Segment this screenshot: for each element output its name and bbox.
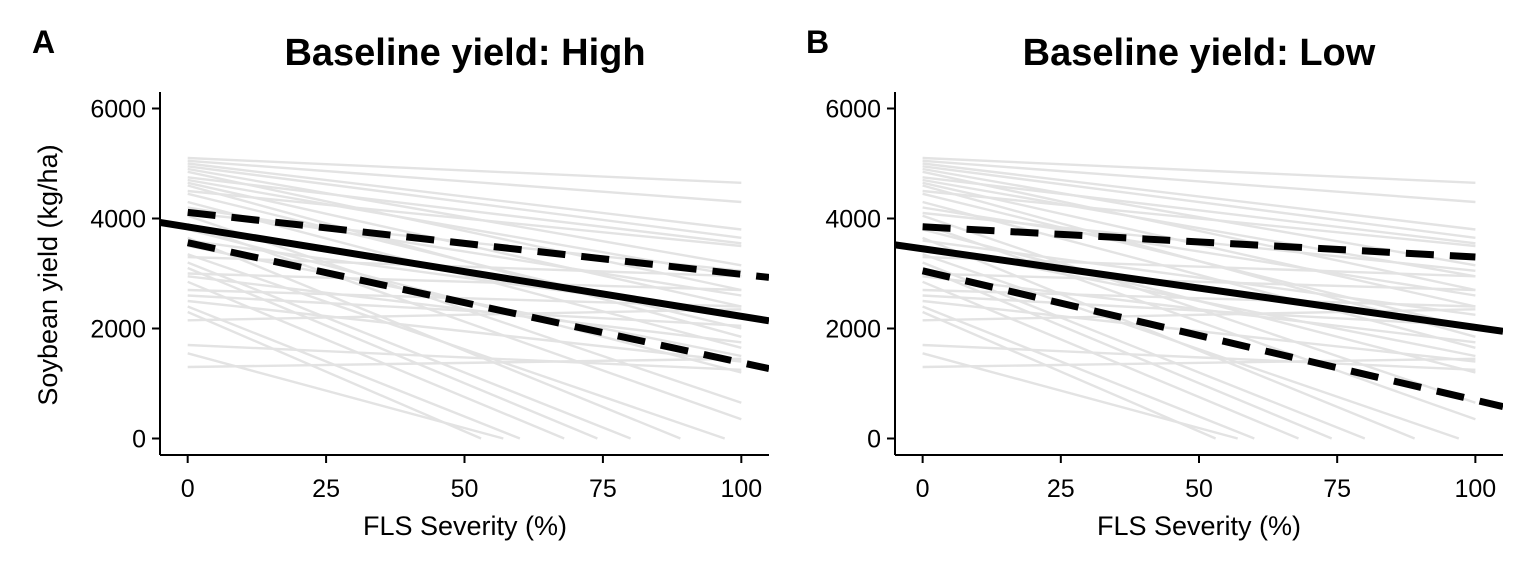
individual-study-line [922, 275, 1476, 344]
individual-study-line [922, 299, 1476, 363]
individual-study-line [187, 275, 742, 344]
x-axis-title-b: FLS Severity (%) [1097, 511, 1301, 541]
individual-study-line [922, 156, 1476, 184]
individual-study-line [922, 239, 1476, 316]
panel-title-a: Baseline yield: High [284, 32, 645, 74]
individual-study-line [187, 170, 742, 292]
individual-study-line [187, 189, 742, 248]
individual-study-line [187, 167, 742, 267]
individual-study-line [187, 352, 504, 440]
individual-study-line [187, 343, 742, 371]
individual-study-line [187, 299, 742, 363]
confidence-upper-line [922, 223, 1476, 261]
individual-study-line [922, 170, 1476, 292]
individual-study-line [922, 189, 1476, 248]
individual-study-line [187, 272, 742, 292]
individual-study-line [187, 357, 742, 369]
fitted-mean-line [895, 241, 1503, 335]
individual-study-line [922, 176, 1476, 245]
individual-study-line [922, 200, 1476, 349]
individual-study-line [187, 162, 742, 231]
x-axis-title-a: FLS Severity (%) [363, 511, 567, 541]
individual-study-line [187, 156, 742, 184]
individual-study-line [922, 343, 1476, 371]
panel-label-a: A [32, 24, 55, 60]
confidence-upper-line [187, 208, 769, 281]
plot-area-b: 0 2000 4000 6000 0 25 50 75 100 [825, 92, 1503, 503]
individual-study-line [187, 294, 742, 327]
confidence-lower-line [921, 267, 1503, 411]
x-tick-label: 100 [720, 475, 762, 503]
plot-lines-a [160, 156, 769, 440]
individual-study-line [922, 165, 1476, 239]
individual-study-line [922, 352, 1239, 440]
x-tick-label: 50 [1185, 475, 1213, 503]
individual-study-line [187, 253, 726, 440]
individual-study-line [922, 310, 1217, 440]
x-tick-label: 0 [181, 475, 195, 503]
confidence-lower-line [186, 239, 769, 373]
panel-b: B Baseline yield: Low 0 2000 4000 6000 0 25 50… [806, 24, 1503, 541]
y-tick-label: 6000 [825, 96, 881, 124]
plot-area-a: 0 2000 4000 6000 0 25 50 75 100 [90, 92, 769, 503]
individual-study-line [187, 308, 742, 322]
x-tick-label: 75 [1323, 475, 1351, 503]
x-tick-label: 25 [312, 475, 340, 503]
x-tick-label: 100 [1455, 475, 1497, 503]
individual-study-line [187, 159, 742, 204]
panel-title-b: Baseline yield: Low [1023, 32, 1376, 74]
x-tick-label: 25 [1047, 475, 1075, 503]
individual-study-line [187, 192, 742, 330]
x-tick-label: 75 [589, 475, 617, 503]
panel-a: A Baseline yield: High 0 2000 4000 6000 0 25 5… [32, 24, 769, 541]
individual-study-line [922, 253, 1460, 440]
y-tick-label: 2000 [825, 316, 881, 344]
y-tick-label: 0 [867, 426, 881, 454]
plot-lines-b [895, 156, 1503, 440]
individual-study-line [922, 288, 1476, 308]
individual-study-line [922, 305, 1255, 440]
fitted-mean-line [160, 218, 769, 325]
y-tick-label: 2000 [90, 316, 146, 344]
individual-study-line [922, 159, 1476, 204]
individual-study-line [187, 165, 742, 239]
individual-study-line [922, 162, 1476, 231]
individual-study-line [187, 305, 521, 440]
individual-study-line [187, 222, 742, 421]
individual-study-line [187, 176, 742, 245]
panel-label-b: B [806, 24, 829, 60]
individual-study-line [922, 357, 1476, 369]
individual-study-line [922, 222, 1476, 421]
individual-study-line [922, 272, 1476, 292]
individual-study-line [922, 192, 1476, 330]
x-tick-label: 50 [451, 475, 479, 503]
individual-study-line [922, 294, 1476, 327]
individual-study-line [187, 310, 482, 440]
y-axis-title-a: Soybean yield (kg/ha) [33, 144, 63, 405]
y-tick-label: 4000 [825, 206, 881, 234]
y-tick-label: 0 [132, 426, 146, 454]
x-tick-label: 0 [916, 475, 930, 503]
y-tick-label: 4000 [90, 206, 146, 234]
y-tick-label: 6000 [90, 96, 146, 124]
